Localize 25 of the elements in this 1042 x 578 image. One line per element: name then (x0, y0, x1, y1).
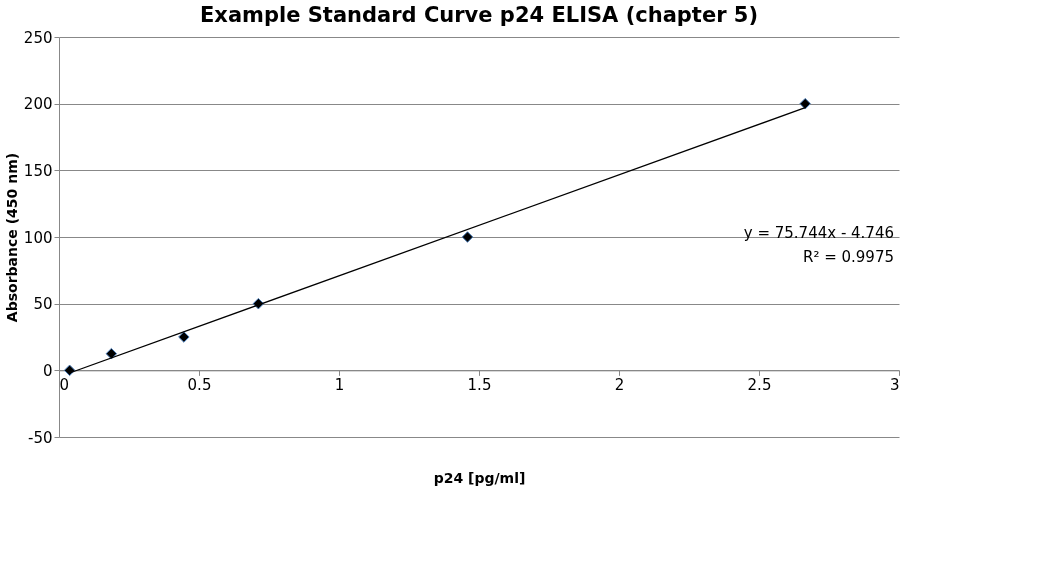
point (252, 297, 265, 310)
x-tick-label: 2.5 (747, 375, 772, 394)
x-tick-label: 0.5 (187, 375, 212, 394)
x-tick-label: 0 (59, 375, 70, 394)
point (461, 231, 474, 243)
y-tick-label: 0 (42, 361, 53, 380)
y-tick-label: 250 (23, 28, 53, 47)
x-tick-label: 1.5 (467, 375, 492, 394)
chart-title: Example Standard Curve p24 ELISA (chapter 5) (199, 3, 759, 27)
x-tick-label: 3 (889, 375, 900, 394)
x-tick-label: 2 (614, 375, 625, 394)
point (105, 347, 118, 360)
x-axis-title: p24 [pg/ml] (433, 469, 526, 486)
y-tick-label: -50 (28, 428, 53, 447)
x-tick-label: 1 (334, 375, 345, 394)
y-tick-label: 200 (23, 95, 53, 114)
point (63, 364, 76, 377)
point (799, 97, 811, 110)
y-tick-label: 50 (33, 295, 53, 314)
point (178, 331, 190, 343)
y-tick-label: 150 (23, 161, 53, 180)
y-axis-title: Absorbance (450 nm) (3, 152, 20, 323)
annotation: y = 75.744x - 4.746 (743, 224, 894, 242)
annotation: R² = 0.9975 (802, 248, 894, 266)
y-tick-label: 100 (23, 228, 53, 247)
